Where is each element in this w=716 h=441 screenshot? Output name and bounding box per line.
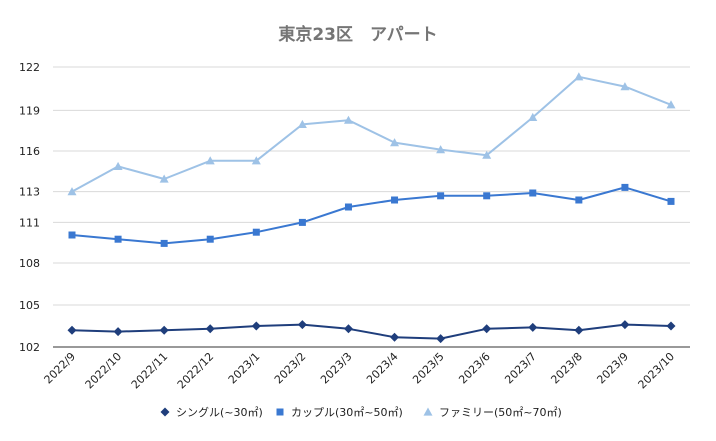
data-point <box>251 156 261 165</box>
legend: シングル(~30㎡) カップル(30㎡~50㎡) ファミリー(50㎡~70㎡) <box>160 405 562 419</box>
legend-label: カップル(30㎡~50㎡) <box>291 406 403 419</box>
series-group <box>68 183 675 247</box>
data-point <box>159 174 169 183</box>
data-point <box>436 334 446 344</box>
data-point <box>666 321 676 331</box>
data-point <box>574 325 584 335</box>
data-point <box>251 321 261 331</box>
data-point <box>482 324 492 334</box>
legend-item: シングル(~30㎡) <box>160 405 263 419</box>
chart-title: 東京23区 アパート <box>278 24 437 45</box>
legend-marker <box>276 408 284 416</box>
data-point <box>529 189 537 197</box>
data-point <box>344 203 352 211</box>
series-group <box>67 72 676 196</box>
data-point <box>390 332 400 342</box>
x-tick-label: 2023/2 <box>272 350 309 387</box>
data-point <box>205 156 215 165</box>
data-point <box>343 324 353 334</box>
x-tick-label: 2023/7 <box>502 350 539 387</box>
legend-marker <box>423 407 433 416</box>
x-tick-label: 2023/3 <box>318 350 355 387</box>
data-point <box>67 325 77 335</box>
data-point <box>667 197 675 205</box>
data-point <box>159 325 169 335</box>
data-point <box>113 327 123 337</box>
x-tick-label: 2023/8 <box>548 350 585 387</box>
data-point <box>390 138 400 147</box>
x-tick-label: 2023/1 <box>226 350 263 387</box>
data-point <box>298 218 306 226</box>
x-tick-label: 2022/10 <box>83 350 125 392</box>
data-point <box>113 161 123 170</box>
x-tick-label: 2023/9 <box>594 350 631 387</box>
series-line <box>71 323 672 340</box>
series-line <box>71 186 672 245</box>
x-tick-label: 2023/4 <box>364 350 401 387</box>
x-tick-label: 2022/12 <box>175 350 217 392</box>
data-point <box>621 183 629 191</box>
data-point <box>343 115 353 124</box>
x-tick-label: 2023/6 <box>456 350 493 387</box>
data-point <box>160 239 168 247</box>
y-tick-label: 119 <box>19 104 40 117</box>
data-point <box>620 320 630 330</box>
data-point <box>252 228 260 236</box>
data-point <box>528 112 538 121</box>
data-point <box>68 231 76 239</box>
y-tick-label: 105 <box>19 299 40 312</box>
data-point <box>436 145 446 154</box>
data-point <box>297 320 307 330</box>
data-point <box>575 196 583 204</box>
data-point <box>528 322 538 332</box>
data-point <box>205 324 215 334</box>
x-tick-label: 2022/9 <box>42 350 79 387</box>
data-point <box>620 82 630 91</box>
data-point <box>482 150 492 159</box>
x-tick-label: 2023/5 <box>410 350 447 387</box>
y-tick-label: 111 <box>19 216 40 229</box>
series-line <box>71 75 672 193</box>
y-tick-label: 102 <box>19 341 40 354</box>
data-point <box>206 235 214 243</box>
y-axis-ticks: 102 105 108 111 113 116 119 122 <box>19 61 40 354</box>
legend-item: ファミリー(50㎡~70㎡) <box>423 406 562 419</box>
data-point <box>114 235 122 243</box>
y-tick-label: 116 <box>19 145 40 158</box>
grid <box>53 66 690 348</box>
legend-label: シングル(~30㎡) <box>176 405 263 419</box>
data-point <box>574 72 584 81</box>
x-tick-label: 2023/10 <box>636 350 678 392</box>
data-point <box>297 119 307 128</box>
y-tick-label: 108 <box>19 257 40 270</box>
y-tick-label: 122 <box>19 61 40 74</box>
series <box>67 72 676 344</box>
legend-marker <box>160 407 170 417</box>
y-tick-label: 113 <box>19 186 40 199</box>
data-point <box>437 192 445 200</box>
data-point <box>391 196 399 204</box>
data-point <box>666 100 676 109</box>
legend-item: カップル(30㎡~50㎡) <box>276 406 403 419</box>
x-tick-label: 2022/11 <box>129 350 171 392</box>
series-group <box>67 320 676 344</box>
x-axis-ticks: 2022/9 2022/10 2022/11 2022/12 2023/1 2023/2 2… <box>42 350 678 392</box>
data-point <box>67 187 77 196</box>
legend-label: ファミリー(50㎡~70㎡) <box>439 406 562 419</box>
data-point <box>483 192 491 200</box>
